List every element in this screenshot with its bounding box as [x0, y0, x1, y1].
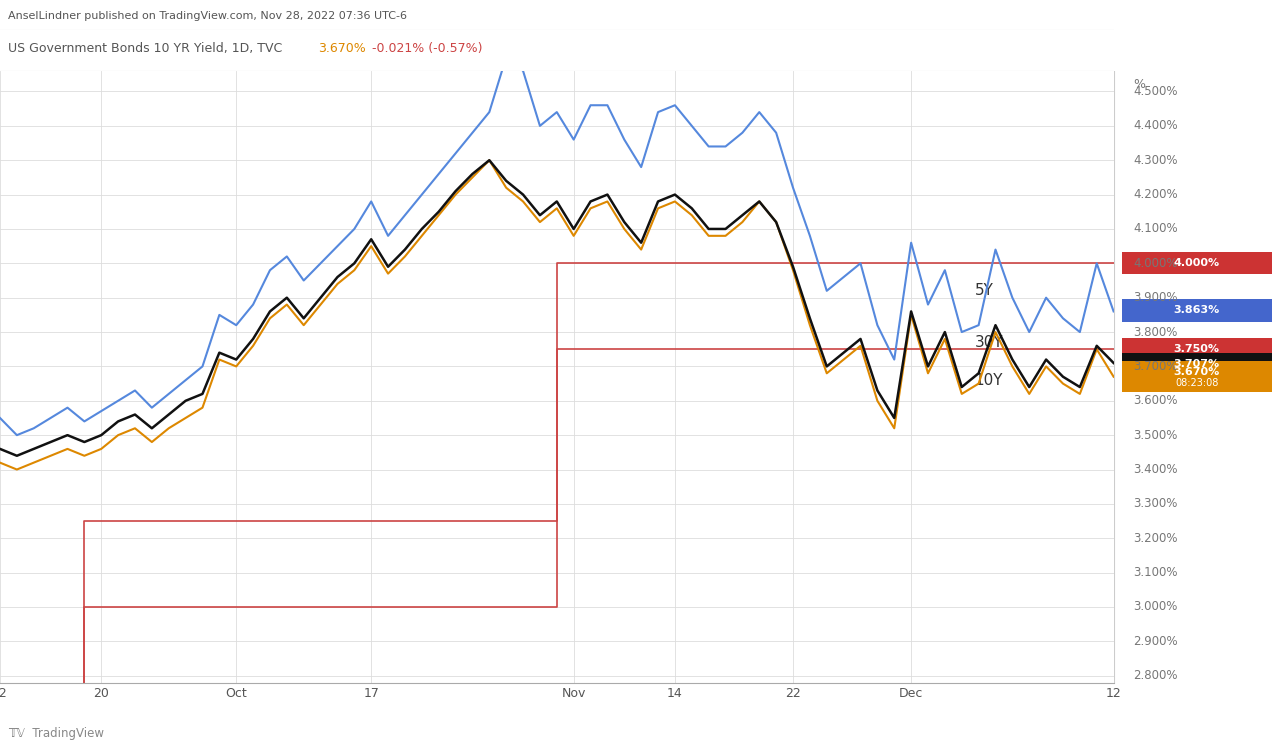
Text: 3.400%: 3.400%	[1134, 463, 1178, 476]
Text: 3.800%: 3.800%	[1134, 325, 1178, 339]
Text: 30Y: 30Y	[974, 335, 1004, 350]
Text: 4.300%: 4.300%	[1134, 154, 1178, 166]
Text: US Government Bonds 10 YR Yield, 1D, TVC: US Government Bonds 10 YR Yield, 1D, TVC	[8, 42, 285, 54]
FancyBboxPatch shape	[1121, 338, 1272, 360]
Text: 3.750%: 3.750%	[1174, 344, 1220, 354]
Text: 3.700%: 3.700%	[1134, 360, 1178, 373]
Text: 3.200%: 3.200%	[1134, 532, 1178, 545]
Text: 10Y: 10Y	[974, 373, 1004, 388]
Text: 3.707%: 3.707%	[1174, 359, 1220, 369]
Text: 𝕋𝕍  TradingView: 𝕋𝕍 TradingView	[8, 727, 104, 740]
Text: 2.900%: 2.900%	[1134, 635, 1178, 648]
Text: 08:23:08: 08:23:08	[1175, 378, 1219, 388]
Text: 4.000%: 4.000%	[1174, 258, 1220, 269]
Text: 3.600%: 3.600%	[1134, 395, 1178, 407]
Text: 3.300%: 3.300%	[1134, 498, 1178, 510]
Text: -0.021% (-0.57%): -0.021% (-0.57%)	[364, 42, 483, 54]
Text: 3.863%: 3.863%	[1174, 305, 1220, 316]
Text: 3.500%: 3.500%	[1134, 429, 1178, 442]
Text: 4.000%: 4.000%	[1134, 257, 1178, 270]
FancyBboxPatch shape	[1121, 252, 1272, 275]
Text: AnselLindner published on TradingView.com, Nov 28, 2022 07:36 UTC-6: AnselLindner published on TradingView.co…	[8, 11, 407, 22]
FancyBboxPatch shape	[1121, 299, 1272, 322]
Text: 4.400%: 4.400%	[1134, 119, 1178, 132]
Text: 3.000%: 3.000%	[1134, 601, 1178, 613]
FancyBboxPatch shape	[1121, 353, 1272, 375]
Text: 4.500%: 4.500%	[1134, 85, 1178, 98]
Text: 3.100%: 3.100%	[1134, 566, 1178, 579]
Text: 3.670%: 3.670%	[319, 42, 366, 54]
Text: 4.200%: 4.200%	[1134, 188, 1178, 201]
FancyBboxPatch shape	[1121, 361, 1272, 392]
Text: 4.100%: 4.100%	[1134, 222, 1178, 236]
Text: 5Y: 5Y	[974, 283, 993, 298]
Text: 2.800%: 2.800%	[1134, 669, 1178, 682]
Text: 3.900%: 3.900%	[1134, 291, 1178, 304]
Text: 3.670%: 3.670%	[1174, 367, 1220, 377]
Text: %: %	[1134, 78, 1146, 91]
